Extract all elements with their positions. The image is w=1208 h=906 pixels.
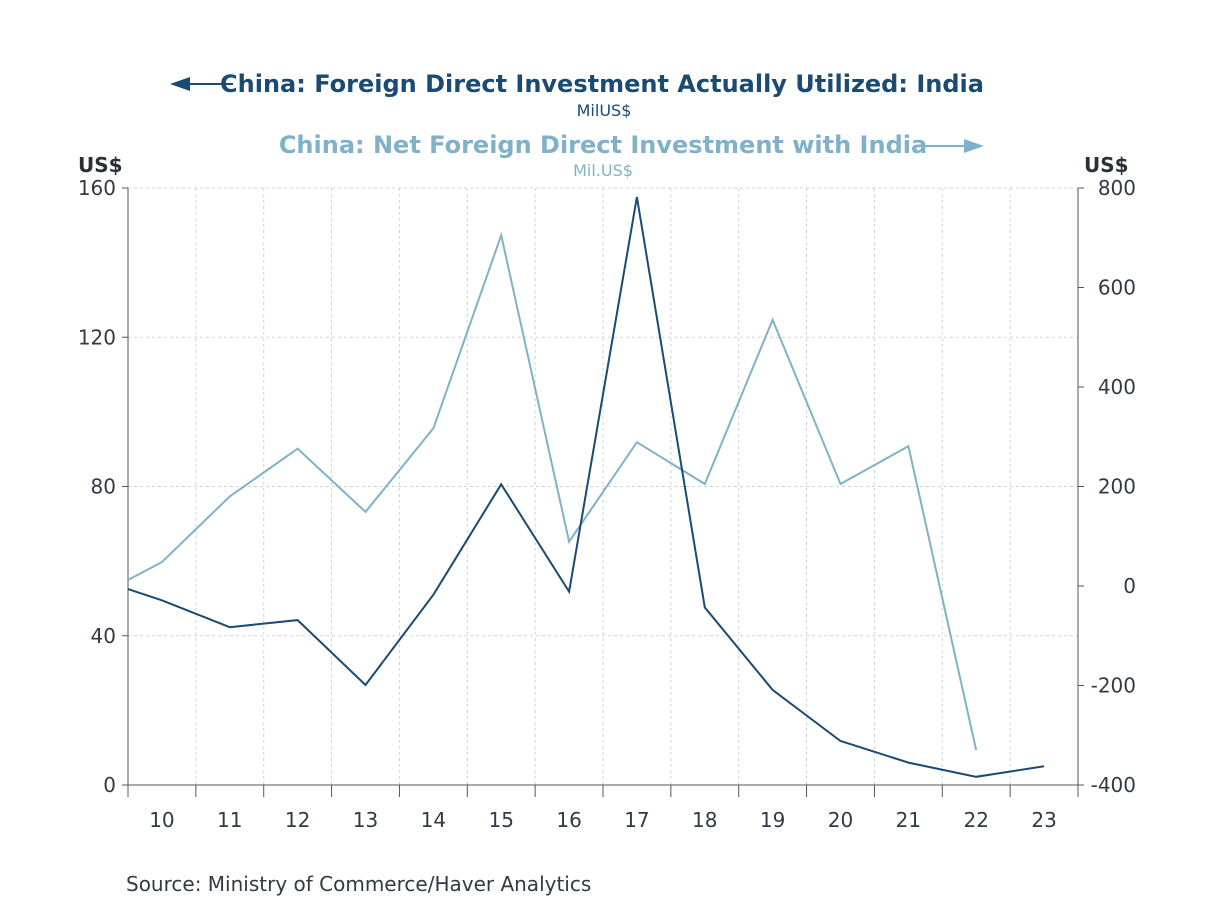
right-tick-label: 400 (1098, 375, 1136, 399)
x-tick-label: 12 (285, 808, 310, 832)
left-tick-label: 160 (78, 176, 116, 200)
legend-arrow-left-icon (170, 77, 233, 91)
x-tick-label: 11 (217, 808, 242, 832)
x-tick-label: 15 (488, 808, 513, 832)
legend-arrow-right-icon (920, 139, 984, 153)
left-tick-label: 0 (103, 773, 116, 797)
left-tick-label: 80 (91, 475, 116, 499)
x-tick-label: 19 (760, 808, 785, 832)
x-tick-label: 17 (624, 808, 649, 832)
left-axis-label: US$ (78, 153, 123, 177)
x-tick-label: 14 (421, 808, 446, 832)
x-tick-label: 23 (1031, 808, 1056, 832)
x-tick-label: 20 (828, 808, 853, 832)
left-tick-label: 120 (78, 325, 116, 349)
right-tick-label: 800 (1098, 176, 1136, 200)
legend-series-2-unit: Mil.US$ (573, 161, 633, 180)
right-tick-label: 0 (1123, 574, 1136, 598)
left-axis-ticks: 0 40 80 120 160 (78, 176, 128, 797)
x-tick-label: 16 (556, 808, 581, 832)
legend: China: Foreign Direct Investment Actuall… (170, 70, 984, 180)
x-tick-label: 21 (896, 808, 921, 832)
right-tick-label: -200 (1091, 674, 1136, 698)
right-tick-label: -400 (1091, 773, 1136, 797)
right-axis-label: US$ (1084, 153, 1129, 177)
left-tick-label: 40 (91, 624, 116, 648)
x-tick-label: 10 (149, 808, 174, 832)
series-layer (127, 196, 1045, 778)
gridlines (128, 187, 1078, 785)
x-tick-label: 22 (963, 808, 988, 832)
x-axis-ticks: 10 11 12 13 14 15 16 17 18 19 20 21 22 23 (127, 785, 1079, 832)
right-axis-ticks: -400 -200 0 200 400 600 800 (1078, 176, 1136, 797)
right-tick-label: 600 (1098, 276, 1136, 300)
legend-series-1-name: China: Foreign Direct Investment Actuall… (220, 70, 984, 98)
x-tick-label: 13 (353, 808, 378, 832)
right-tick-label: 200 (1098, 475, 1136, 499)
series-line-net-fdi (127, 231, 978, 751)
x-tick-label: 18 (692, 808, 717, 832)
legend-series-1-unit: MilUS$ (577, 101, 632, 120)
legend-series-2-name: China: Net Foreign Direct Investment wit… (279, 131, 927, 159)
source-note: Source: Ministry of Commerce/Haver Analy… (126, 872, 591, 896)
